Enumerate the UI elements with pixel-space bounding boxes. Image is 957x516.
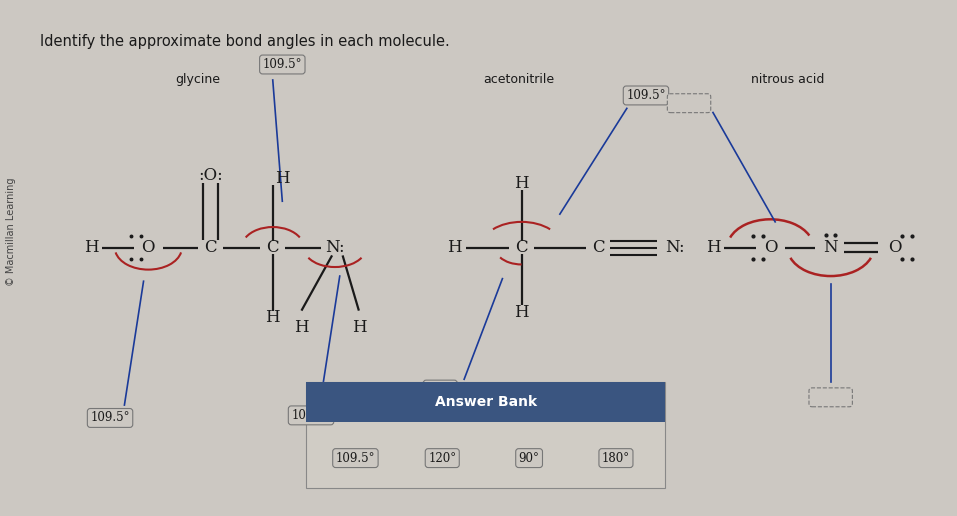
Text: O: O: [142, 239, 155, 256]
Text: H: H: [514, 175, 529, 191]
Text: H: H: [447, 239, 462, 256]
Text: 180°: 180°: [426, 383, 455, 396]
Text: C: C: [515, 239, 528, 256]
Text: C: C: [204, 239, 217, 256]
Text: 120°: 120°: [428, 452, 456, 464]
Text: H: H: [705, 239, 721, 256]
Text: 109.5°: 109.5°: [626, 89, 666, 102]
FancyBboxPatch shape: [306, 382, 665, 488]
Text: H: H: [275, 170, 290, 186]
Text: 109.5°: 109.5°: [291, 409, 331, 422]
Text: H: H: [351, 319, 367, 336]
Text: 109.5°: 109.5°: [336, 452, 375, 464]
Text: Answer Bank: Answer Bank: [434, 395, 537, 409]
Text: 180°: 180°: [602, 452, 630, 464]
Text: :O:: :O:: [198, 167, 223, 184]
Text: H: H: [294, 319, 309, 336]
Text: © Macmillan Learning: © Macmillan Learning: [7, 178, 16, 286]
Text: 90°: 90°: [519, 452, 540, 464]
Text: O: O: [888, 239, 901, 256]
Text: H: H: [514, 304, 529, 320]
Text: nitrous acid: nitrous acid: [751, 73, 825, 87]
Text: C: C: [266, 239, 279, 256]
Text: glycine: glycine: [175, 73, 220, 87]
Text: N: N: [823, 239, 838, 256]
Text: O: O: [764, 239, 777, 256]
FancyBboxPatch shape: [306, 382, 665, 422]
Text: N:: N:: [665, 239, 684, 256]
Text: 109.5°: 109.5°: [90, 411, 130, 425]
Text: acetonitrile: acetonitrile: [483, 73, 554, 87]
Text: C: C: [591, 239, 605, 256]
Text: H: H: [265, 309, 280, 326]
Text: H: H: [83, 239, 99, 256]
Text: 109.5°: 109.5°: [262, 58, 302, 71]
Text: N:: N:: [325, 239, 345, 256]
Text: Identify the approximate bond angles in each molecule.: Identify the approximate bond angles in …: [40, 34, 450, 49]
